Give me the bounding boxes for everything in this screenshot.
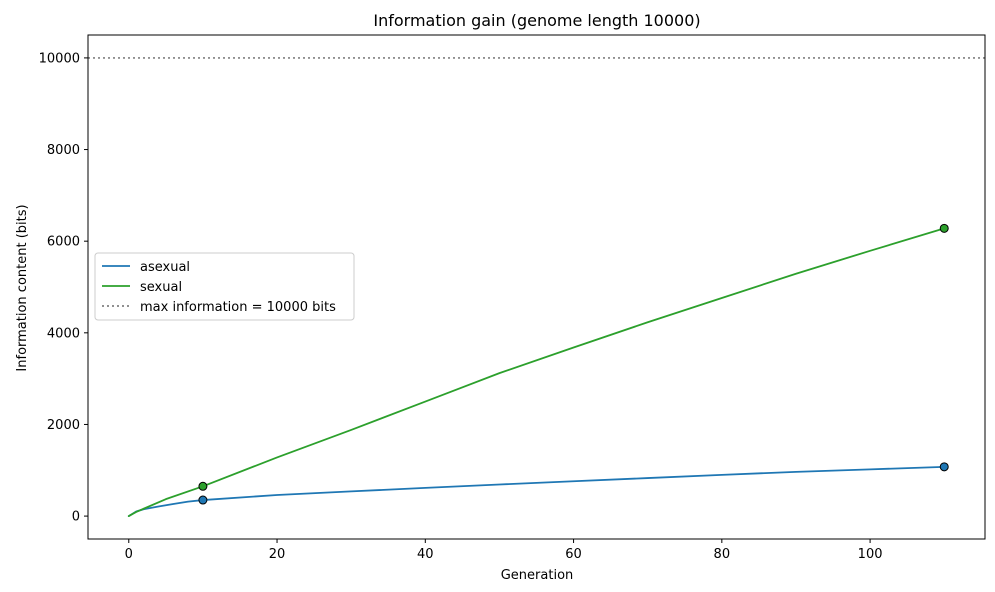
data-point-sexual (198, 481, 208, 491)
data-point-sexual (939, 223, 949, 233)
y-axis: 0 2000 4000 6000 8000 10000 (39, 51, 88, 525)
y-tick-label: 0 (72, 510, 80, 525)
x-tick-label: 60 (565, 547, 582, 562)
legend-label-asexual: asexual (140, 260, 190, 275)
x-tick-label: 100 (858, 547, 883, 562)
data-point-asexual (939, 462, 949, 472)
y-tick-label: 2000 (47, 418, 80, 433)
legend-label-sexual: sexual (140, 280, 182, 295)
series-line-sexual (127, 227, 946, 517)
series-line-asexual (127, 465, 946, 517)
y-tick-label: 10000 (39, 51, 80, 66)
legend: asexual sexual max information = 10000 b… (94, 252, 355, 321)
x-axis: 0 20 40 60 80 100 (125, 539, 883, 562)
x-tick-label: 0 (125, 547, 133, 562)
data-point-asexual (198, 495, 208, 505)
x-tick-label: 20 (269, 547, 286, 562)
plot-frame (87, 34, 986, 540)
y-tick-label: 8000 (47, 143, 80, 158)
legend-label-max-information: max information = 10000 bits (140, 300, 336, 315)
y-tick-label: 6000 (47, 235, 80, 250)
chart-title: Information gain (genome length 10000) (373, 11, 700, 30)
x-tick-label: 40 (417, 547, 434, 562)
y-axis-label: Information content (bits) (15, 204, 30, 371)
x-tick-label: 80 (714, 547, 731, 562)
legend-box (94, 252, 355, 321)
marker-layer (198, 223, 949, 505)
plot-area (88, 57, 985, 517)
y-tick-label: 4000 (47, 326, 80, 341)
x-axis-label: Generation (501, 568, 574, 583)
